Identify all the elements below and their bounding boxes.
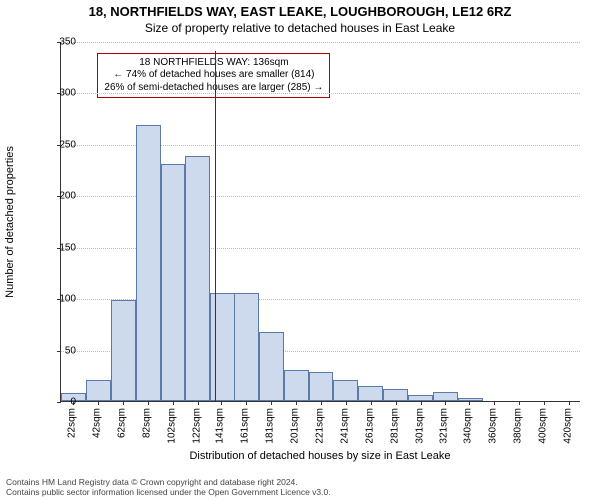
xtick-mark bbox=[173, 401, 174, 405]
xtick-label: 281sqm bbox=[389, 408, 400, 444]
histogram-bar bbox=[86, 380, 111, 401]
histogram-bar bbox=[358, 386, 383, 401]
xtick-mark bbox=[544, 401, 545, 405]
ytick-label: 250 bbox=[36, 139, 76, 150]
xtick-mark bbox=[371, 401, 372, 405]
xtick-label: 420sqm bbox=[562, 408, 573, 444]
histogram-bar bbox=[161, 164, 186, 401]
footer-line-2: Contains public sector information licen… bbox=[6, 488, 331, 498]
xtick-mark bbox=[198, 401, 199, 405]
xtick-label: 241sqm bbox=[339, 408, 350, 444]
xtick-label: 380sqm bbox=[512, 408, 523, 444]
xtick-label: 301sqm bbox=[414, 408, 425, 444]
ytick-label: 300 bbox=[36, 88, 76, 99]
xtick-label: 400sqm bbox=[537, 408, 548, 444]
reference-line bbox=[215, 51, 216, 401]
x-axis-label: Distribution of detached houses by size … bbox=[60, 450, 580, 462]
property-size-histogram: 18, NORTHFIELDS WAY, EAST LEAKE, LOUGHBO… bbox=[0, 0, 600, 500]
xtick-mark bbox=[246, 401, 247, 405]
gridline bbox=[61, 42, 580, 43]
ytick-label: 100 bbox=[36, 294, 76, 305]
ytick-label: 50 bbox=[36, 345, 76, 356]
xtick-mark bbox=[296, 401, 297, 405]
y-axis-label: Number of detached properties bbox=[4, 146, 16, 298]
xtick-label: 122sqm bbox=[191, 408, 202, 444]
histogram-bar bbox=[433, 392, 458, 401]
xtick-label: 261sqm bbox=[364, 408, 375, 444]
xtick-label: 181sqm bbox=[265, 408, 276, 444]
xtick-mark bbox=[271, 401, 272, 405]
xtick-label: 42sqm bbox=[92, 408, 103, 438]
xtick-mark bbox=[519, 401, 520, 405]
chart-subtitle: Size of property relative to detached ho… bbox=[0, 21, 600, 35]
histogram-bar bbox=[309, 372, 334, 401]
histogram-bar bbox=[111, 300, 136, 401]
xtick-label: 22sqm bbox=[67, 408, 78, 438]
xtick-mark bbox=[569, 401, 570, 405]
ytick-label: 150 bbox=[36, 242, 76, 253]
xtick-label: 82sqm bbox=[142, 408, 153, 438]
xtick-mark bbox=[494, 401, 495, 405]
xtick-label: 360sqm bbox=[487, 408, 498, 444]
histogram-bar bbox=[383, 389, 408, 401]
xtick-mark bbox=[445, 401, 446, 405]
xtick-label: 141sqm bbox=[215, 408, 226, 444]
histogram-bar bbox=[210, 293, 235, 401]
annotation-line: 18 NORTHFIELDS WAY: 136sqm bbox=[104, 57, 323, 70]
ytick-label: 200 bbox=[36, 191, 76, 202]
xtick-label: 62sqm bbox=[117, 408, 128, 438]
annotation-box: 18 NORTHFIELDS WAY: 136sqm← 74% of detac… bbox=[97, 53, 330, 99]
xtick-label: 321sqm bbox=[439, 408, 450, 444]
xtick-mark bbox=[469, 401, 470, 405]
xtick-label: 161sqm bbox=[240, 408, 251, 444]
histogram-bar bbox=[259, 332, 284, 401]
histogram-bar bbox=[284, 370, 309, 401]
xtick-mark bbox=[221, 401, 222, 405]
xtick-label: 340sqm bbox=[463, 408, 474, 444]
xtick-mark bbox=[148, 401, 149, 405]
xtick-mark bbox=[98, 401, 99, 405]
footer-attribution: Contains HM Land Registry data © Crown c… bbox=[6, 478, 331, 498]
annotation-line: 26% of semi-detached houses are larger (… bbox=[104, 82, 323, 95]
xtick-mark bbox=[396, 401, 397, 405]
xtick-mark bbox=[346, 401, 347, 405]
gridline bbox=[61, 93, 580, 94]
xtick-label: 102sqm bbox=[166, 408, 177, 444]
histogram-bar bbox=[234, 293, 259, 401]
chart-title: 18, NORTHFIELDS WAY, EAST LEAKE, LOUGHBO… bbox=[0, 4, 600, 19]
ytick-label: 350 bbox=[36, 37, 76, 48]
xtick-mark bbox=[321, 401, 322, 405]
plot-area: 18 NORTHFIELDS WAY: 136sqm← 74% of detac… bbox=[60, 42, 580, 402]
xtick-mark bbox=[123, 401, 124, 405]
annotation-line: ← 74% of detached houses are smaller (81… bbox=[104, 69, 323, 82]
histogram-bar bbox=[333, 380, 358, 401]
xtick-label: 201sqm bbox=[290, 408, 301, 444]
xtick-mark bbox=[421, 401, 422, 405]
histogram-bar bbox=[136, 125, 161, 401]
xtick-label: 221sqm bbox=[315, 408, 326, 444]
histogram-bar bbox=[458, 398, 483, 401]
histogram-bar bbox=[185, 156, 210, 401]
ytick-label: 0 bbox=[36, 397, 76, 408]
